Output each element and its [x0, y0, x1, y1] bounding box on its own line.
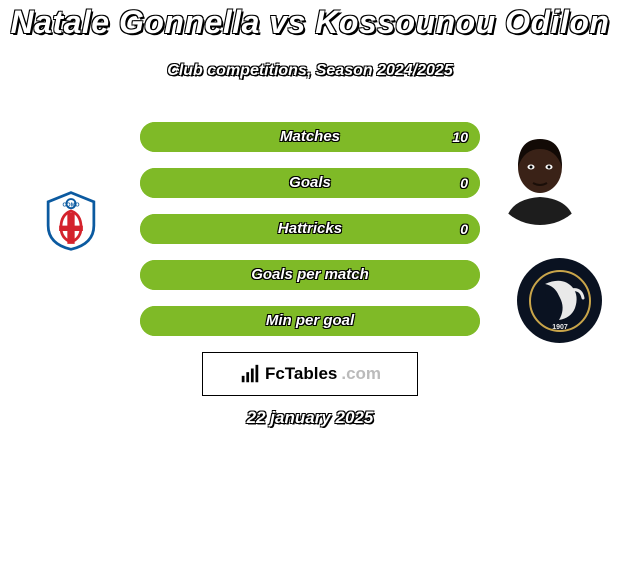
- page-title: Natale Gonnella vs Kossounou Odilon: [0, 4, 620, 41]
- stat-fill-right: [310, 260, 480, 290]
- player-photo-right: [490, 125, 590, 225]
- stat-value-right: 10: [452, 122, 468, 152]
- stat-value-right: 0: [460, 214, 468, 244]
- club-badge-left: COMO: [28, 178, 113, 263]
- stat-row: Matches10: [140, 122, 480, 152]
- stat-fill-right: [310, 306, 480, 336]
- watermark: FcTables.com: [202, 352, 418, 396]
- svg-text:COMO: COMO: [62, 202, 80, 208]
- stat-fill-left: [140, 260, 310, 290]
- stat-row: Goals per match: [140, 260, 480, 290]
- stat-fill-left: [140, 214, 310, 244]
- stat-row: Goals0: [140, 168, 480, 198]
- stat-fill-right: [310, 214, 480, 244]
- como-crest-icon: COMO: [39, 189, 103, 253]
- stat-fill-left: [140, 122, 310, 152]
- svg-text:1907: 1907: [552, 324, 568, 331]
- watermark-suffix: .com: [341, 364, 381, 384]
- club-badge-right: 1907: [517, 258, 602, 343]
- bars-icon: [239, 363, 261, 385]
- page-subtitle: Club competitions, Season 2024/2025: [0, 62, 620, 80]
- stat-fill-left: [140, 168, 310, 198]
- stat-fill-right: [310, 168, 480, 198]
- watermark-brand: FcTables: [265, 364, 337, 384]
- player-face-icon: [490, 125, 590, 225]
- player-photo-left: [10, 120, 110, 150]
- stat-fill-left: [140, 306, 310, 336]
- stat-row: Min per goal: [140, 306, 480, 336]
- stat-value-right: 0: [460, 168, 468, 198]
- stat-row: Hattricks0: [140, 214, 480, 244]
- atalanta-crest-icon: 1907: [525, 266, 595, 336]
- stat-bars: Matches10 Goals0 Hattricks0 Goals per match…: [140, 122, 480, 352]
- date-label: 22 january 2025: [0, 408, 620, 428]
- comparison-card: Natale Gonnella vs Kossounou Odilon Club…: [0, 0, 620, 580]
